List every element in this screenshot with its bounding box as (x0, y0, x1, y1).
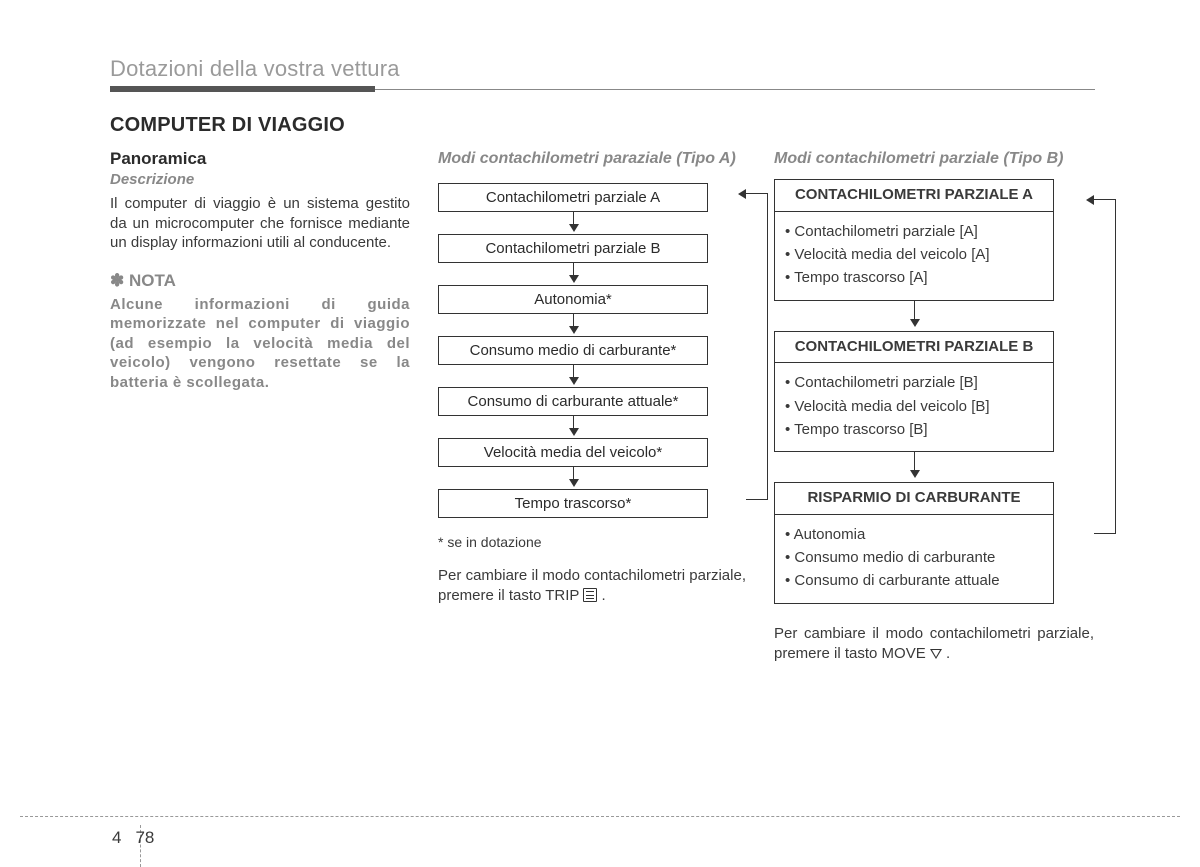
section-title: COMPUTER DI VIAGGIO (110, 114, 1095, 137)
columns: Panoramica Descrizione Il computer di vi… (110, 149, 1095, 664)
group-body: • Contachilometri parziale [A] • Velocit… (775, 212, 1053, 300)
arrow-down-icon (774, 301, 1054, 331)
item-text: Autonomia (794, 526, 866, 543)
move-button-icon (930, 649, 942, 659)
flow-box: Contachilometri parziale B (438, 234, 708, 263)
arrow-down-icon (438, 263, 708, 285)
item-text: Contachilometri parziale [B] (794, 374, 977, 391)
group-item: • Tempo trascorso [B] (785, 418, 1043, 441)
group-item: • Autonomia (785, 523, 1043, 546)
arrow-down-icon (774, 452, 1054, 482)
group-item: • Consumo medio di carburante (785, 546, 1043, 569)
item-text: Contachilometri parziale [A] (794, 223, 977, 240)
item-text: Tempo trascorso [B] (794, 421, 927, 438)
arrow-down-icon (438, 212, 708, 234)
page-num: 78 (135, 828, 154, 847)
type-a-footnote: * se in dotazione (438, 534, 746, 550)
flowchart-type-a: Contachilometri parziale A Contachilomet… (438, 179, 746, 518)
item-text: Tempo trascorso [A] (794, 269, 927, 286)
left-body: Il computer di viaggio è un sistema gest… (110, 194, 410, 253)
group-title: CONTACHILOMETRI PARZIALE B (775, 332, 1053, 364)
group-body: • Contachilometri parziale [B] • Velocit… (775, 363, 1053, 451)
group-item: • Contachilometri parziale [A] (785, 220, 1043, 243)
group-title: RISPARMIO DI CARBURANTE (775, 483, 1053, 515)
instruction-text: . (942, 645, 950, 662)
left-subheading: Descrizione (110, 171, 410, 188)
group-body: • Autonomia • Consumo medio di carburant… (775, 515, 1053, 603)
flow-box: Contachilometri parziale A (438, 183, 708, 212)
manual-page: Dotazioni della vostra vettura COMPUTER … (0, 0, 1200, 664)
flow-box: Velocità media del veicolo* (438, 438, 708, 467)
arrow-down-icon (438, 314, 708, 336)
group-item: • Contachilometri parziale [B] (785, 371, 1043, 394)
rule-light (375, 89, 1095, 90)
col-type-a: Modi contachilometri paraziale (Tipo A) … (438, 149, 746, 664)
page-number: 4 78 (112, 828, 154, 848)
arrow-down-icon (438, 365, 708, 387)
arrow-down-icon (438, 416, 708, 438)
group-item: • Tempo trascorso [A] (785, 266, 1043, 289)
chapter-rule (110, 86, 1095, 92)
item-text: Velocità media del veicolo [A] (794, 246, 989, 263)
flow-box: Autonomia* (438, 285, 708, 314)
item-text: Consumo medio di carburante (794, 549, 995, 566)
type-b-instruction: Per cambiare il modo contachilometri par… (774, 624, 1094, 665)
arrow-down-icon (438, 467, 708, 489)
flow-box: Consumo di carburante attuale* (438, 387, 708, 416)
group-box: RISPARMIO DI CARBURANTE • Autonomia • Co… (774, 482, 1054, 604)
flow-box: Tempo trascorso* (438, 489, 708, 518)
group-item: • Velocità media del veicolo [B] (785, 395, 1043, 418)
type-a-heading: Modi contachilometri paraziale (Tipo A) (438, 149, 746, 169)
nota-title: ✽ NOTA (110, 271, 410, 291)
nota-body: Alcune informazioni di guida memorizzate… (110, 295, 410, 393)
type-a-instruction: Per cambiare il modo contachilometri par… (438, 566, 746, 607)
flow-box: Consumo medio di carburante* (438, 336, 708, 365)
footer-dash-rule (20, 816, 1180, 817)
group-title: CONTACHILOMETRI PARZIALE A (775, 180, 1053, 212)
group-box: CONTACHILOMETRI PARZIALE A • Contachilom… (774, 179, 1054, 301)
col-left: Panoramica Descrizione Il computer di vi… (110, 149, 410, 664)
chapter-num: 4 (112, 828, 121, 847)
col-type-b: Modi contachilometri parziale (Tipo B) C… (774, 149, 1094, 664)
group-item: • Consumo di carburante attuale (785, 569, 1043, 592)
item-text: Consumo di carburante attuale (794, 572, 999, 589)
item-text: Velocità media del veicolo [B] (794, 398, 989, 415)
group-box: CONTACHILOMETRI PARZIALE B • Contachilom… (774, 331, 1054, 453)
flowchart-type-b: CONTACHILOMETRI PARZIALE A • Contachilom… (774, 179, 1094, 604)
loop-arrow-a (746, 193, 768, 500)
page-footer: 478 (0, 816, 1200, 825)
group-item: • Velocità media del veicolo [A] (785, 243, 1043, 266)
rule-dark (110, 86, 375, 92)
instruction-text: . (597, 587, 605, 604)
type-b-heading: Modi contachilometri parziale (Tipo B) (774, 149, 1094, 169)
chapter-title: Dotazioni della vostra vettura (110, 56, 1095, 86)
left-heading: Panoramica (110, 149, 410, 169)
trip-button-icon (583, 588, 597, 602)
loop-arrow-b (1094, 199, 1116, 534)
